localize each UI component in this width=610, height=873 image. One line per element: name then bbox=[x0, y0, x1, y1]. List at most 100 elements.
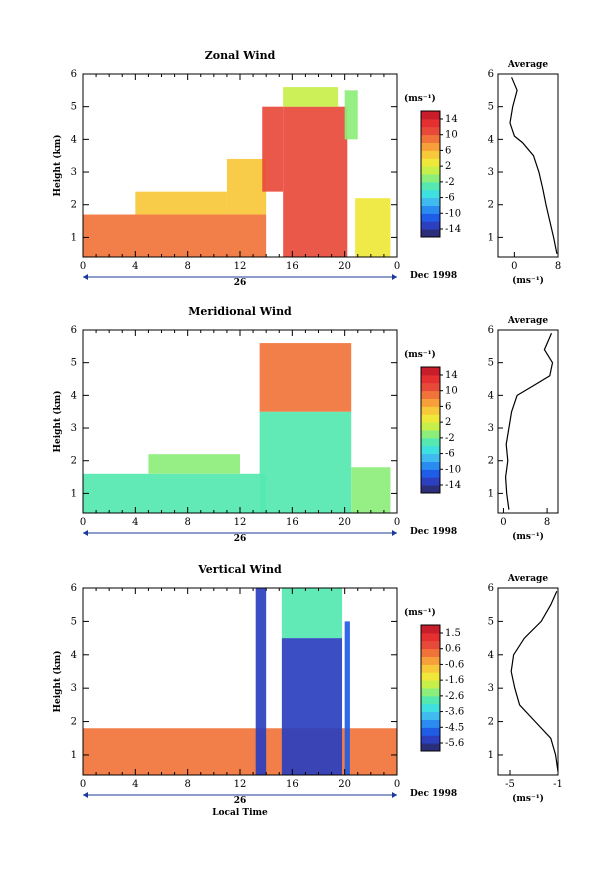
y-axis-label: Height (km) bbox=[52, 650, 63, 712]
y-tick-label: 5 bbox=[71, 616, 77, 627]
profile-y-tick-label: 6 bbox=[488, 325, 494, 336]
date-label: Dec 1998 bbox=[410, 789, 457, 799]
colorbar-tick-label: -1.6 bbox=[445, 675, 464, 686]
heatmap-cell bbox=[148, 454, 240, 474]
colorbar-swatch bbox=[421, 406, 440, 415]
y-tick-label: 3 bbox=[71, 683, 77, 694]
colorbar-swatch bbox=[421, 477, 440, 486]
y-tick-label: 2 bbox=[71, 456, 77, 467]
colorbar-swatch bbox=[421, 640, 440, 650]
profile-y-tick-label: 1 bbox=[488, 750, 494, 761]
date-bar-arrow-left bbox=[83, 792, 88, 798]
colorbar-tick-label: -14 bbox=[445, 224, 461, 235]
colorbar-swatch bbox=[421, 430, 440, 439]
heatmap-cell bbox=[135, 191, 227, 215]
colorbar-swatch bbox=[421, 688, 440, 697]
colorbar-swatch bbox=[421, 189, 440, 199]
colorbar-tick-label: -10 bbox=[445, 208, 461, 219]
colorbar-swatch bbox=[421, 213, 440, 222]
x-tick-label: 0 bbox=[394, 517, 400, 528]
profile-y-tick-label: 1 bbox=[488, 488, 494, 499]
y-tick-label: 5 bbox=[71, 358, 77, 369]
y-tick-label: 1 bbox=[71, 488, 77, 499]
colorbar-unit: (ms⁻¹) bbox=[404, 349, 436, 360]
colorbar-swatch bbox=[421, 142, 440, 151]
colorbar-tick-label: 2 bbox=[445, 417, 451, 428]
heatmap-cell bbox=[281, 638, 343, 775]
y-tick-label: 2 bbox=[71, 717, 77, 728]
y-tick-label: 5 bbox=[71, 102, 77, 113]
colorbar-tick-label: -4.5 bbox=[445, 722, 464, 733]
y-axis-label: Height (km) bbox=[52, 390, 63, 452]
colorbar-swatch bbox=[421, 414, 440, 423]
colorbar-tick-label: 2 bbox=[445, 161, 451, 172]
colorbar-frame bbox=[420, 110, 441, 238]
x-tick-label: 4 bbox=[132, 517, 138, 528]
x-tick-label: 0 bbox=[80, 261, 86, 272]
profile-x-tick-label: 8 bbox=[544, 517, 550, 528]
profile-x-tick-label: 0 bbox=[500, 517, 506, 528]
panel-title: Vertical Wind bbox=[197, 563, 282, 576]
x-tick-label: 0 bbox=[80, 779, 86, 790]
colorbar-swatch bbox=[421, 205, 440, 214]
colorbar-swatch bbox=[421, 461, 440, 470]
colorbar-swatch bbox=[421, 390, 440, 399]
profile-frame bbox=[497, 73, 559, 258]
profile-title: Average bbox=[507, 574, 548, 584]
profile-x-axis-label: (ms⁻¹) bbox=[512, 531, 544, 542]
x-tick-label: 16 bbox=[286, 517, 299, 528]
colorbar-unit: (ms⁻¹) bbox=[404, 93, 436, 104]
profile-line bbox=[504, 333, 554, 510]
colorbar-swatch bbox=[421, 134, 440, 143]
colorbar-swatch bbox=[421, 743, 440, 752]
heatmap-cell bbox=[283, 106, 348, 257]
colorbar-swatch bbox=[421, 648, 440, 657]
colorbar-swatch bbox=[421, 695, 440, 705]
profile-y-tick-label: 2 bbox=[488, 717, 494, 728]
day-label: 26 bbox=[234, 534, 247, 544]
colorbar-swatch bbox=[421, 197, 440, 206]
heatmap-cell bbox=[283, 87, 339, 107]
profile-title: Average bbox=[507, 316, 548, 326]
colorbar-swatch bbox=[421, 150, 440, 159]
colorbar-tick-label: -2 bbox=[445, 433, 455, 444]
profile-y-tick-label: 6 bbox=[488, 583, 494, 594]
colorbar-frame bbox=[420, 624, 441, 752]
profile-x-axis-label: (ms⁻¹) bbox=[512, 275, 544, 286]
x-tick-label: 12 bbox=[234, 779, 247, 790]
x-tick-label: 12 bbox=[234, 261, 247, 272]
colorbar-swatch bbox=[421, 118, 440, 128]
profile-y-tick-label: 4 bbox=[488, 134, 494, 145]
colorbar-tick-label: 0.6 bbox=[445, 644, 461, 655]
y-tick-label: 4 bbox=[71, 650, 77, 661]
colorbar-swatch bbox=[421, 126, 440, 136]
colorbar-tick-label: 10 bbox=[445, 130, 458, 141]
colorbar-tick-label: -3.6 bbox=[445, 707, 464, 718]
day-label: 26 bbox=[234, 278, 247, 288]
x-tick-label: 0 bbox=[394, 779, 400, 790]
y-tick-label: 4 bbox=[71, 134, 77, 145]
x-tick-label: 20 bbox=[338, 779, 351, 790]
colorbar-tick-label: 6 bbox=[445, 145, 451, 156]
date-bar-arrow-right bbox=[392, 792, 397, 798]
x-tick-label: 20 bbox=[338, 261, 351, 272]
colorbar-swatch bbox=[421, 422, 440, 431]
colorbar-swatch bbox=[421, 221, 440, 230]
colorbar-swatch bbox=[421, 485, 440, 494]
panel-title: Meridional Wind bbox=[188, 305, 292, 318]
colorbar-swatch bbox=[421, 632, 440, 642]
y-tick-label: 6 bbox=[71, 583, 77, 594]
x-tick-label: 20 bbox=[338, 517, 351, 528]
heatmap-cell bbox=[344, 90, 358, 140]
x-tick-label: 4 bbox=[132, 779, 138, 790]
colorbar-swatch bbox=[421, 374, 440, 384]
profile-x-tick-label: 8 bbox=[555, 261, 561, 272]
x-tick-label: 8 bbox=[184, 517, 190, 528]
y-tick-label: 6 bbox=[71, 325, 77, 336]
x-tick-label: 12 bbox=[234, 517, 247, 528]
date-label: Dec 1998 bbox=[410, 271, 457, 281]
date-label: Dec 1998 bbox=[410, 527, 457, 537]
colorbar-tick-label: -6 bbox=[445, 193, 455, 204]
